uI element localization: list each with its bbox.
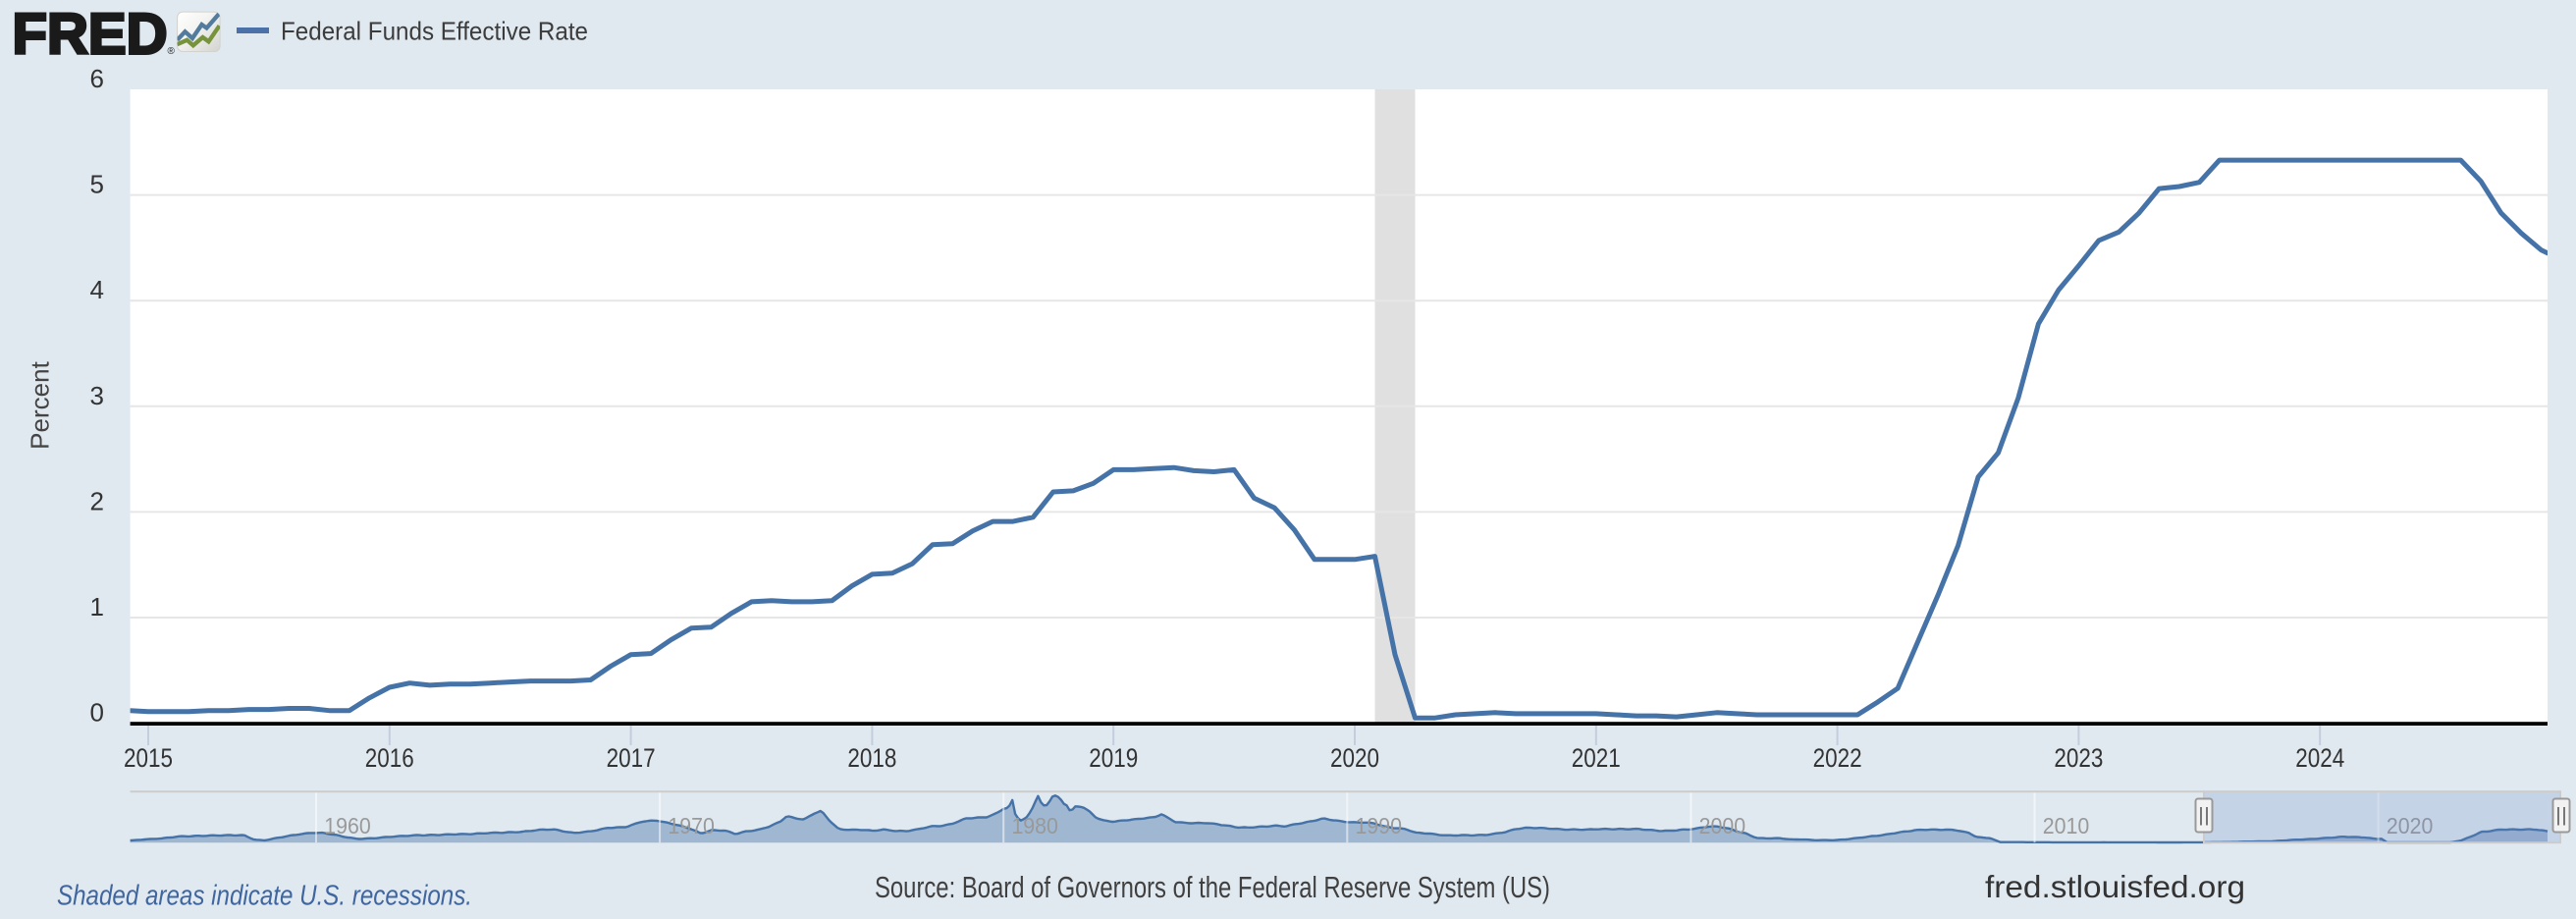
svg-text:1990: 1990 (1356, 813, 1403, 838)
svg-text:2: 2 (90, 486, 104, 515)
svg-text:5: 5 (90, 170, 104, 199)
svg-text:2015: 2015 (124, 742, 173, 773)
svg-text:1970: 1970 (668, 813, 715, 838)
svg-text:Source: Board of Governors of: Source: Board of Governors of the Federa… (875, 871, 1550, 904)
svg-text:1960: 1960 (324, 813, 371, 838)
svg-text:2020: 2020 (1330, 742, 1379, 773)
svg-text:6: 6 (90, 64, 104, 93)
svg-text:2010: 2010 (2043, 813, 2090, 838)
svg-text:1: 1 (90, 592, 104, 622)
svg-text:Shaded areas indicate U.S. rec: Shaded areas indicate U.S. recessions. (57, 881, 472, 912)
svg-text:1980: 1980 (1011, 813, 1058, 838)
svg-text:4: 4 (90, 275, 104, 304)
svg-text:2017: 2017 (607, 742, 656, 773)
svg-text:2022: 2022 (1813, 742, 1862, 773)
svg-text:0: 0 (90, 698, 104, 728)
svg-text:2023: 2023 (2054, 742, 2103, 773)
svg-text:2021: 2021 (1572, 742, 1621, 773)
svg-text:2024: 2024 (2295, 742, 2344, 773)
svg-text:2016: 2016 (365, 742, 414, 773)
svg-text:2018: 2018 (847, 742, 896, 773)
svg-text:2019: 2019 (1089, 742, 1138, 773)
svg-text:2020: 2020 (2387, 813, 2434, 838)
svg-text:®: ® (168, 46, 176, 57)
svg-text:fred.stlouisfed.org: fred.stlouisfed.org (1985, 869, 2245, 904)
svg-text:2000: 2000 (1699, 813, 1746, 838)
svg-text:3: 3 (90, 381, 104, 410)
svg-text:Federal Funds Effective Rate: Federal Funds Effective Rate (281, 17, 588, 46)
svg-text:Percent: Percent (26, 360, 55, 449)
svg-text:FRED: FRED (13, 3, 168, 67)
